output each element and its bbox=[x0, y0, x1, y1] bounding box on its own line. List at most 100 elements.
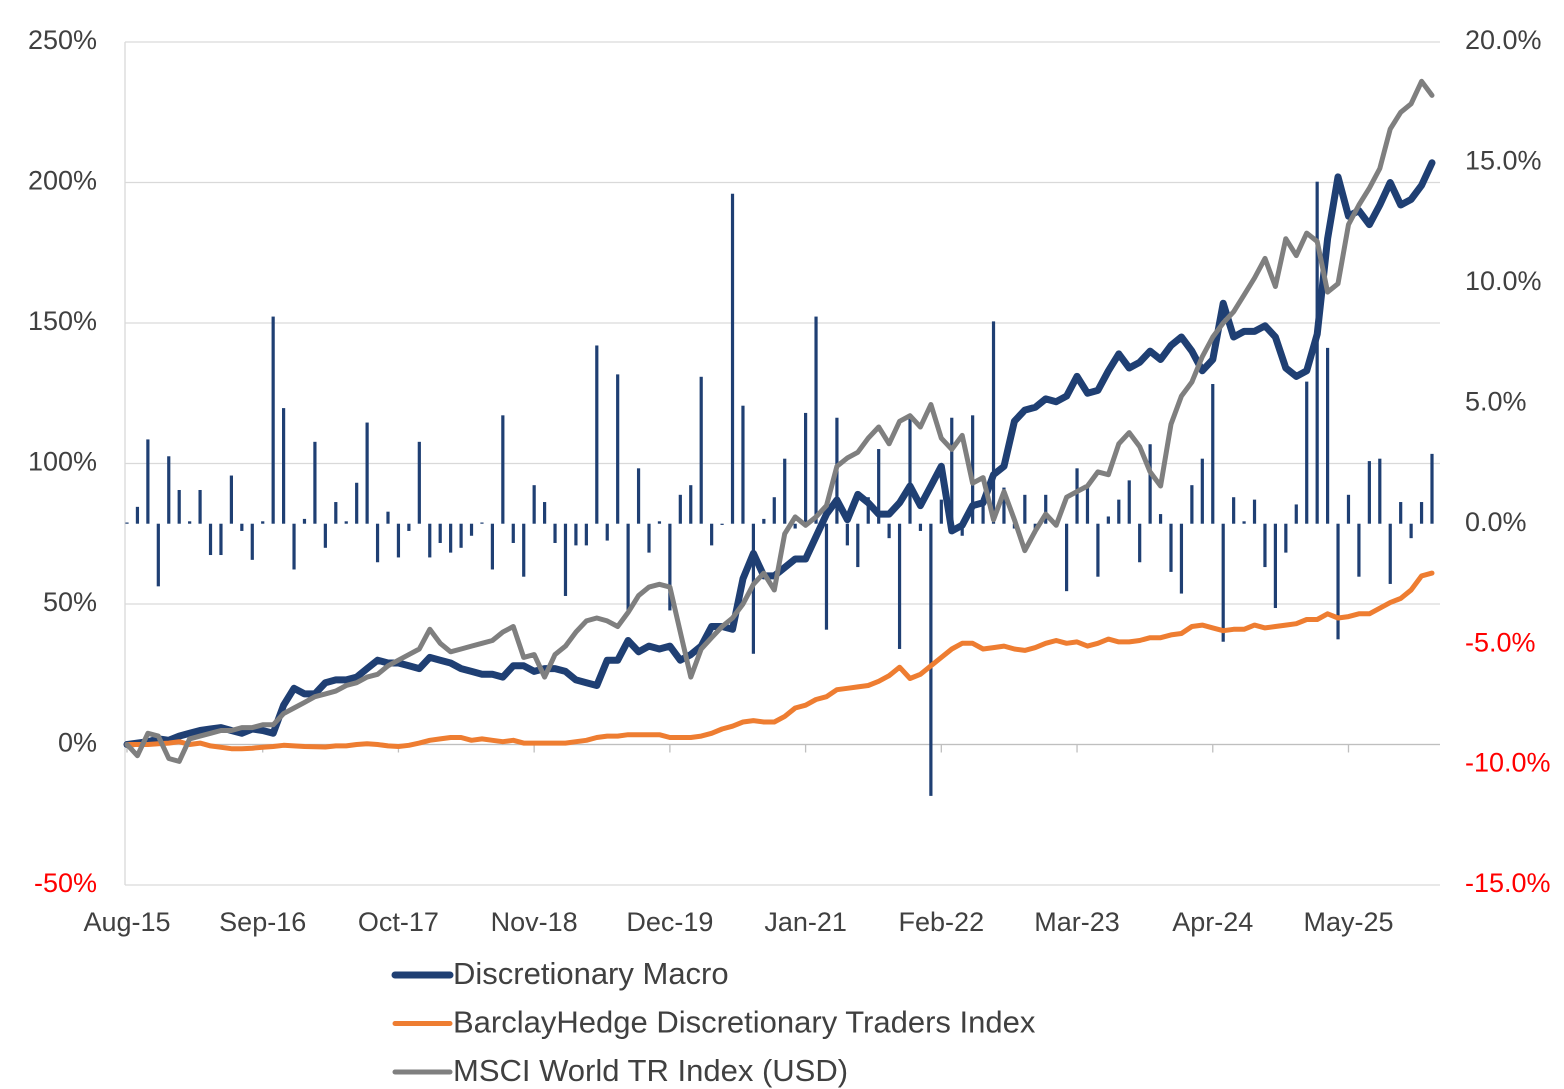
bar bbox=[877, 449, 881, 524]
bar bbox=[939, 499, 943, 524]
bar bbox=[1232, 497, 1236, 524]
bar bbox=[208, 523, 213, 556]
bar bbox=[845, 523, 849, 546]
line-series bbox=[123, 159, 1436, 748]
bar bbox=[1305, 381, 1309, 524]
bar bbox=[1138, 523, 1142, 563]
x-tick-label: Mar-23 bbox=[1034, 907, 1120, 937]
bar bbox=[146, 439, 150, 524]
bar bbox=[1430, 453, 1434, 524]
bar bbox=[282, 408, 286, 524]
bar bbox=[1273, 523, 1277, 609]
y-tick-label: -50% bbox=[34, 868, 97, 898]
bar bbox=[991, 321, 996, 524]
bar bbox=[511, 523, 515, 543]
bar bbox=[1044, 494, 1048, 524]
y2-tick-label: 20.0% bbox=[1465, 25, 1542, 55]
bar bbox=[1002, 487, 1006, 524]
bar bbox=[1211, 384, 1215, 524]
bar bbox=[971, 415, 975, 524]
bar bbox=[668, 523, 672, 611]
bar bbox=[522, 523, 526, 577]
bar bbox=[1158, 514, 1163, 524]
bar bbox=[772, 497, 776, 524]
y2-tick-label: -5.0% bbox=[1465, 627, 1536, 657]
bar bbox=[1065, 523, 1069, 592]
bar bbox=[866, 497, 870, 524]
bar bbox=[156, 523, 160, 587]
y2-tick-label: 0.0% bbox=[1465, 507, 1527, 537]
bar bbox=[1326, 347, 1330, 524]
y-tick-label: 150% bbox=[28, 306, 97, 336]
bar bbox=[240, 523, 244, 531]
bar bbox=[135, 506, 140, 524]
bar bbox=[198, 489, 202, 524]
y-tick-label: 100% bbox=[28, 447, 97, 477]
bar bbox=[762, 518, 766, 524]
bar bbox=[1242, 521, 1246, 524]
bar bbox=[950, 417, 954, 524]
bar bbox=[678, 494, 682, 524]
bar bbox=[229, 475, 233, 524]
bar bbox=[1346, 494, 1351, 524]
bar bbox=[250, 523, 254, 560]
bar bbox=[856, 523, 860, 568]
bar bbox=[626, 523, 630, 611]
bar bbox=[1388, 523, 1392, 584]
bar bbox=[1179, 523, 1184, 594]
bar bbox=[981, 502, 985, 524]
bar bbox=[1315, 181, 1319, 524]
bar bbox=[804, 412, 808, 524]
bar bbox=[1252, 499, 1257, 524]
y2-tick-label: -15.0% bbox=[1465, 868, 1551, 898]
y2-tick-label: 10.0% bbox=[1465, 266, 1542, 296]
bar bbox=[1378, 458, 1382, 524]
line-series bbox=[124, 570, 1435, 752]
x-tick-label: Apr-24 bbox=[1172, 907, 1253, 937]
y-tick-label: 50% bbox=[43, 587, 97, 617]
bar bbox=[1336, 523, 1340, 640]
bar bbox=[417, 441, 421, 524]
bar bbox=[490, 523, 494, 570]
bar bbox=[1357, 523, 1361, 577]
bar bbox=[469, 523, 474, 536]
bar bbox=[595, 345, 599, 524]
x-tick-label: Feb-22 bbox=[899, 907, 985, 937]
bar bbox=[1284, 523, 1288, 553]
bar bbox=[449, 523, 453, 553]
bar bbox=[313, 441, 317, 524]
bar bbox=[1169, 523, 1173, 572]
bar bbox=[783, 458, 787, 524]
bar bbox=[1221, 523, 1225, 642]
bar bbox=[616, 374, 620, 524]
bar bbox=[1294, 504, 1298, 524]
y-tick-label: 0% bbox=[58, 728, 97, 758]
bar bbox=[605, 523, 609, 541]
x-tick-label: Dec-19 bbox=[626, 907, 713, 937]
x-tick-label: May-25 bbox=[1303, 907, 1393, 937]
bar bbox=[1263, 523, 1267, 568]
bar bbox=[1127, 480, 1131, 524]
bar bbox=[1106, 516, 1110, 524]
bar bbox=[1075, 468, 1079, 524]
y-tick-label: 250% bbox=[28, 25, 97, 55]
bar bbox=[793, 523, 797, 529]
y2-tick-label: -10.0% bbox=[1465, 748, 1551, 778]
bar bbox=[386, 511, 390, 524]
legend-label: MSCI World TR Index (USD) bbox=[453, 1053, 848, 1088]
bar bbox=[375, 523, 380, 563]
bar bbox=[1419, 502, 1424, 524]
bar bbox=[438, 523, 442, 543]
bar bbox=[814, 316, 818, 524]
bar bbox=[365, 422, 369, 524]
bar bbox=[219, 523, 223, 556]
legend-label: Discretionary Macro bbox=[453, 956, 729, 991]
bar bbox=[1399, 502, 1403, 524]
bar bbox=[636, 468, 641, 524]
bar bbox=[1367, 461, 1371, 524]
bar bbox=[428, 523, 432, 558]
bar bbox=[1096, 523, 1100, 577]
bar bbox=[1085, 487, 1090, 524]
bar bbox=[574, 523, 578, 546]
